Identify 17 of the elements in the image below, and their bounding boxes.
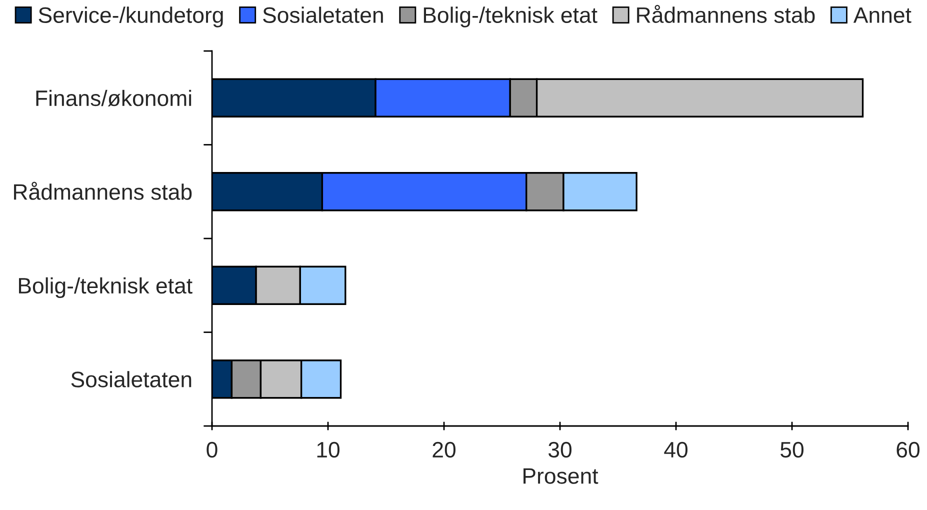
legend-label: Annet [853,7,912,23]
x-tick-label: 30 [548,442,572,458]
x-tick-label: 0 [206,442,218,458]
x-axis-title: Prosent [524,468,598,484]
legend-label: Service-/kundetorg [38,6,223,28]
x-tick-label: 10 [317,442,340,458]
legend-label: Bolig-/teknisk etat [424,6,598,28]
legend-label: Sosialetaten [263,6,383,23]
x-tick-label: 50 [780,442,804,458]
x-tick-label: 20 [432,442,456,458]
y-tick-label: Bolig-/teknisk etat [18,277,192,298]
y-tick-label: Sosialetaten [71,371,192,388]
legend-label: Rådmannens stab [637,4,815,23]
x-tick-label: 60 [896,442,920,458]
y-tick-label: Finans/økonomi [36,90,192,106]
y-tick-label: Rådmannens stab [14,182,192,200]
x-tick-label: 40 [664,442,688,458]
